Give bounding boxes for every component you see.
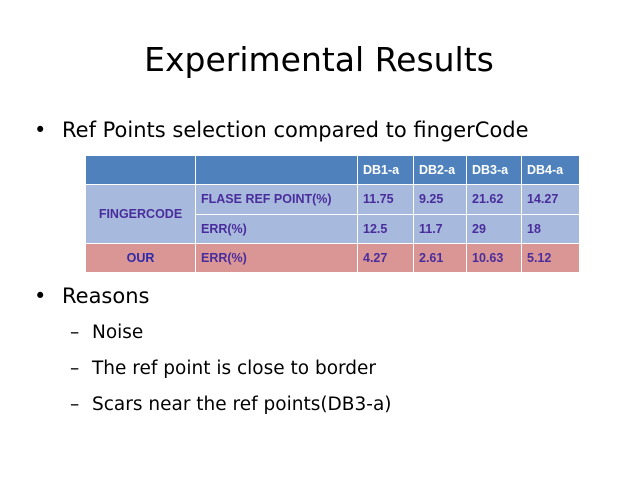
- value-cell: 21.62: [466, 184, 522, 215]
- sub-bullet-item: – Scars near the ref points(DB3-a): [70, 394, 392, 415]
- group-label-our: OUR: [85, 242, 196, 274]
- bullet-text: Ref Points selection compared to fingerC…: [62, 118, 529, 142]
- sub-bullet-mark: –: [70, 358, 80, 379]
- value-cell: 5.12: [521, 242, 580, 274]
- metric-label: ERR(%): [195, 242, 358, 274]
- bullet-item: • Reasons: [34, 284, 149, 308]
- value-cell: 29: [466, 213, 522, 244]
- value-cell: 4.27: [357, 242, 414, 274]
- results-table: DB1-a DB2-a DB3-a DB4-a FINGERCODE FLASE…: [85, 154, 580, 274]
- table-header-row: DB1-a DB2-a DB3-a DB4-a: [85, 154, 580, 186]
- metric-label: ERR(%): [195, 213, 358, 244]
- sub-bullet-text: Scars near the ref points(DB3-a): [92, 394, 392, 415]
- sub-bullet-text: Noise: [92, 322, 144, 343]
- value-cell: 11.7: [413, 213, 467, 244]
- header-cell: DB3-a: [466, 154, 522, 186]
- header-cell: DB4-a: [521, 154, 580, 186]
- value-cell: 12.5: [357, 213, 414, 244]
- header-empty-cell: [85, 154, 196, 186]
- metric-label: FLASE REF POINT(%): [195, 184, 358, 215]
- sub-bullet-item: – The ref point is close to border: [70, 358, 376, 379]
- bullet-text: Reasons: [62, 284, 150, 308]
- header-cell: DB2-a: [413, 154, 467, 186]
- table-row: FINGERCODE FLASE REF POINT(%) 11.75 9.25…: [85, 184, 580, 244]
- header-cell: DB1-a: [357, 154, 414, 186]
- value-cell: 9.25: [413, 184, 467, 215]
- value-cell: 11.75: [357, 184, 414, 215]
- header-empty-cell: [195, 154, 358, 186]
- sub-bullet-mark: –: [70, 394, 80, 415]
- value-cell: 2.61: [413, 242, 467, 274]
- bullet-mark: •: [34, 284, 47, 308]
- sub-bullet-text: The ref point is close to border: [92, 358, 377, 379]
- bullet-item: • Ref Points selection compared to finge…: [34, 118, 529, 142]
- table-row: ERR(%) 12.5 11.7 29 18: [86, 213, 580, 244]
- sub-bullet-mark: –: [70, 322, 80, 343]
- group-label-fingercode: FINGERCODE: [85, 184, 196, 244]
- value-cell: 18: [521, 213, 580, 244]
- sub-bullet-item: – Noise: [70, 322, 143, 343]
- table-row: OUR ERR(%) 4.27 2.61 10.63 5.12: [85, 242, 580, 274]
- value-cell: 14.27: [521, 184, 580, 215]
- slide-title: Experimental Results: [144, 40, 494, 79]
- bullet-mark: •: [34, 118, 47, 142]
- value-cell: 10.63: [466, 242, 522, 274]
